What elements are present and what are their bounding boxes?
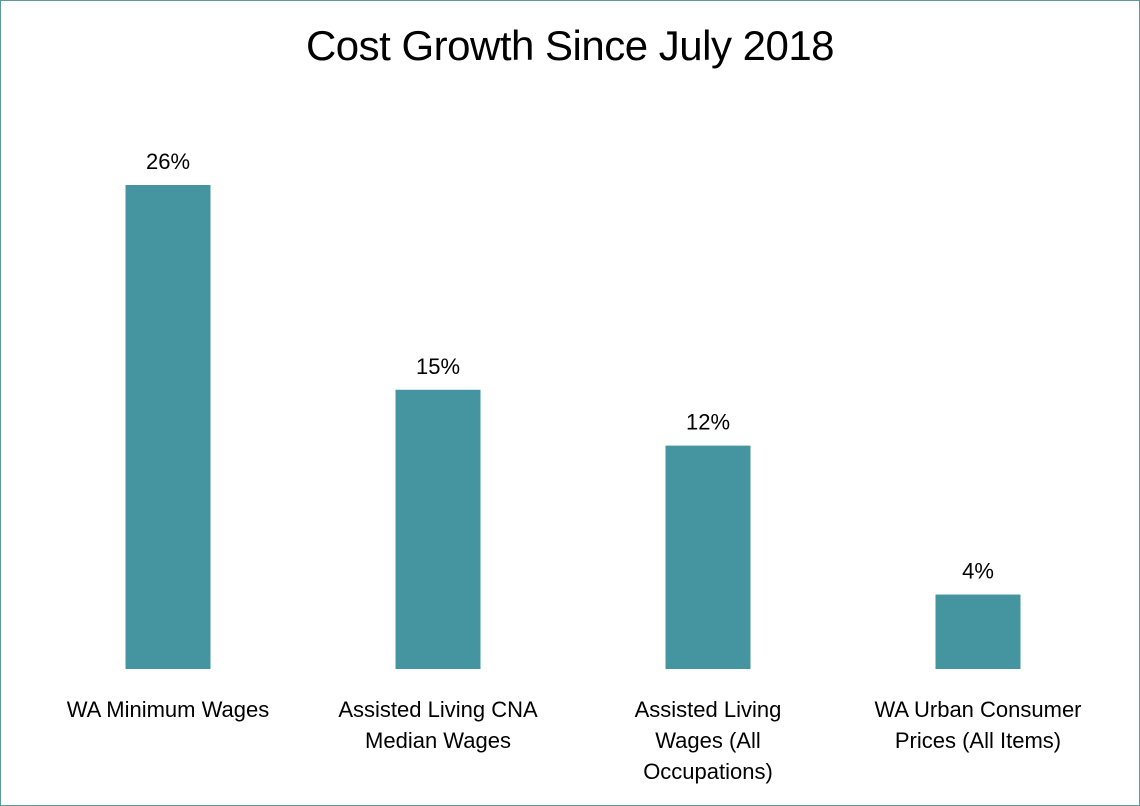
- bar-3: [935, 594, 1021, 669]
- data-label-0: 26%: [146, 149, 190, 174]
- bar-2: [665, 445, 751, 669]
- category-label-3: WA Urban Consumer Prices (All Items): [874, 697, 1081, 753]
- category-label-0: WA Minimum Wages: [67, 697, 270, 722]
- bar-0: [125, 185, 211, 669]
- data-label-1: 15%: [416, 354, 460, 379]
- category-label-1: Assisted Living CNA Median Wages: [338, 697, 538, 753]
- chart-title: Cost Growth Since July 2018: [305, 22, 835, 69]
- bar-1: [395, 389, 481, 669]
- category-label-2: Assisted Living Wages (All Occupations): [635, 697, 782, 784]
- data-label-2: 12%: [686, 410, 730, 435]
- data-label-3: 4%: [962, 559, 994, 584]
